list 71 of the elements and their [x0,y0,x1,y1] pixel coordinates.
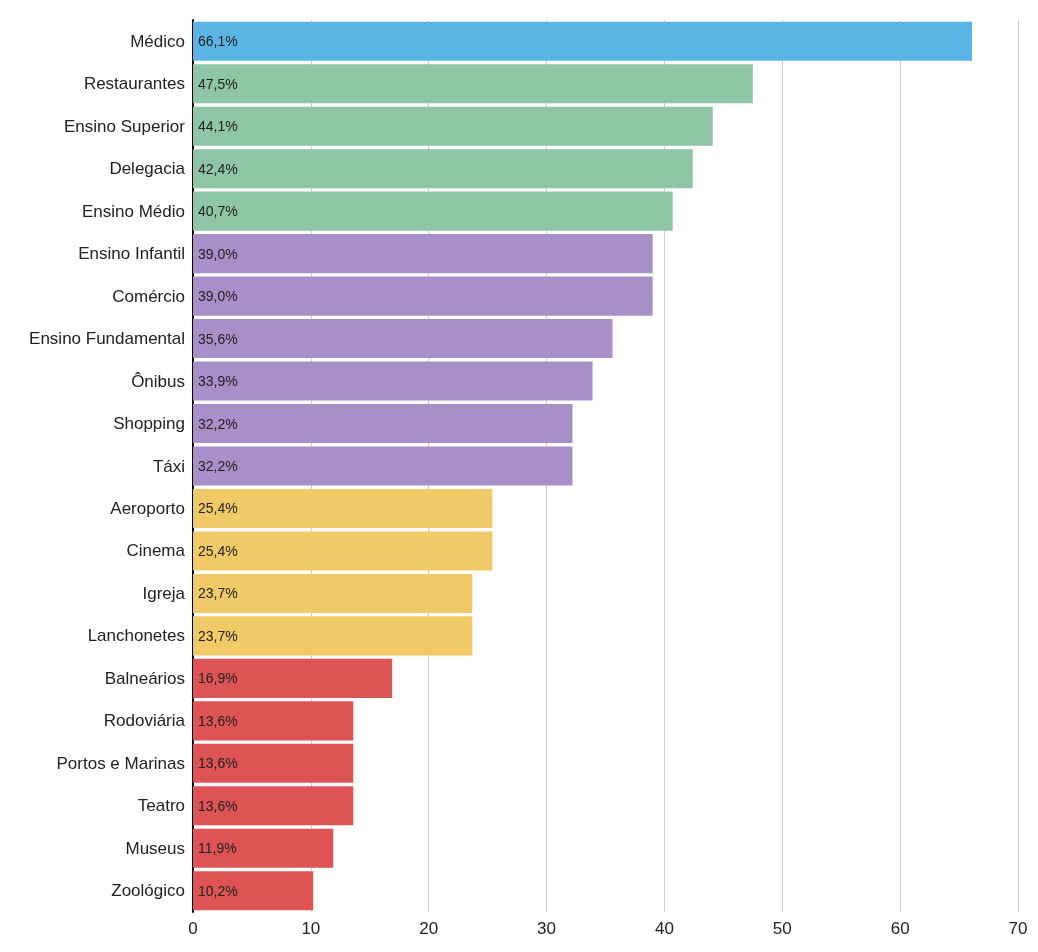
bar [193,361,593,401]
bar [193,21,973,61]
y-tick-label: Comércio [112,286,185,306]
bar [193,658,393,698]
y-tick-label: Restaurantes [83,74,185,94]
bar [193,701,354,741]
y-tick-label: Ensino Médio [81,201,185,221]
data-label: 66,1% [198,33,238,50]
y-tick-label: Táxi [152,456,185,476]
data-label: 16,9% [198,670,238,687]
bar [193,234,653,274]
bar [193,64,753,104]
y-tick-label: Médico [130,31,185,51]
bar [193,488,493,529]
data-label: 25,4% [198,500,238,517]
data-label: 11,9% [198,840,237,857]
data-label: 39,0% [198,288,238,305]
x-tick-label: 40 [654,919,674,938]
y-tick-label: Portos e Marinas [56,753,185,773]
y-tick-label: Ensino Fundamental [29,329,185,349]
data-label: 33,9% [198,373,238,390]
x-tick-label: 60 [890,919,910,938]
y-tick-label: Igreja [142,583,186,603]
data-label: 44,1% [198,118,238,135]
bar [193,871,314,911]
y-tick-label: Zoológico [111,881,185,901]
y-tick-label: Cinema [126,541,186,561]
y-tick-label: Delegacia [109,159,186,179]
data-label: 25,4% [198,542,238,559]
bar [193,786,354,826]
data-label: 13,6% [198,755,238,772]
y-tick-label: Teatro [137,796,185,816]
data-label: 32,2% [198,415,238,432]
data-label: 35,6% [198,330,238,347]
bar [193,531,493,571]
x-tick-label: 0 [188,919,198,938]
y-tick-label: Lanchonetes [87,626,185,646]
bar [193,106,713,146]
data-label: 13,6% [198,712,238,729]
data-label: 47,5% [198,75,238,92]
bar [193,743,354,783]
x-tick-label: 30 [537,919,557,938]
data-label: 23,7% [198,585,238,602]
y-tick-label: Ensino Superior [64,116,186,136]
data-label: 13,6% [198,797,238,814]
data-label: 23,7% [198,627,238,644]
x-tick-label: 20 [419,919,439,938]
bar [193,403,573,444]
x-tick-label: 50 [772,919,792,938]
x-tick-label: 70 [1008,919,1028,938]
bar [193,319,613,359]
y-tick-label: Aeroporto [110,498,185,518]
y-tick-label: Ensino Infantil [78,244,185,264]
y-tick-label: Balneários [104,668,185,688]
data-label: 42,4% [198,160,238,177]
y-tick-label: Museus [125,838,185,858]
bar [193,573,473,613]
data-label: 10,2% [198,882,238,899]
data-label: 40,7% [198,203,238,220]
bar [193,149,693,189]
bar [193,446,573,486]
data-label: 32,2% [198,458,238,474]
data-label: 39,0% [198,245,238,262]
bar [193,828,334,868]
x-tick-label: 10 [301,919,321,938]
bar [193,616,473,656]
bar [193,191,673,231]
y-tick-label: Rodoviária [103,711,186,731]
y-tick-label: Shopping [113,414,185,434]
bar [193,276,653,316]
y-tick-label: Ônibus [131,371,185,391]
